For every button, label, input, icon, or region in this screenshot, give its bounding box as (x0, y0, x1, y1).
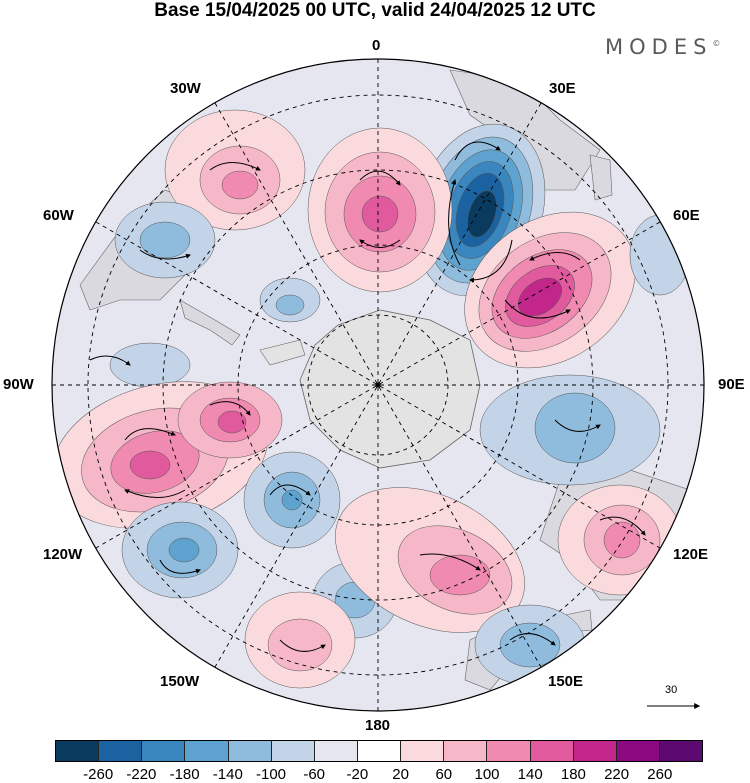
streamline-arrow (454, 141, 501, 161)
streamline-arrow (159, 559, 201, 574)
colorbar-swatch (401, 741, 445, 761)
streamline-arrow (279, 639, 326, 652)
streamline-arrow (359, 170, 401, 186)
lon-label-180: 180 (365, 717, 391, 734)
reference-vector-arrow (647, 703, 701, 709)
lon-label-90w: 90W (3, 376, 34, 393)
lon-label-60e: 60E (673, 207, 700, 224)
colorbar-swatch (444, 741, 488, 761)
streamline-arrow (269, 484, 311, 496)
colorbar-tick-label: 260 (647, 766, 673, 783)
south-america-tip (179, 299, 241, 346)
colorbar-swatch (616, 741, 660, 761)
colorbar-tick-label: 220 (604, 766, 630, 783)
streamline-arrow (419, 553, 481, 571)
colorbar-tick-label: 140 (517, 766, 543, 783)
streamline-arrow (504, 299, 571, 319)
colorbar-tick-label: 100 (474, 766, 500, 783)
streamline-arrow (469, 239, 513, 283)
colorbar-swatch (56, 741, 100, 761)
colorbar-tick-label: 180 (560, 766, 586, 783)
lon-label-90e: 90E (718, 376, 745, 393)
lon-label-120w: 120W (43, 546, 83, 563)
streamline-arrow (124, 428, 176, 441)
colorbar-swatch (357, 741, 402, 761)
lon-label-120e: 120E (673, 546, 709, 563)
reference-vector-label: 30 (665, 684, 678, 696)
lon-label-30e: 30E (549, 80, 576, 97)
lon-label-0: 0 (372, 37, 381, 54)
colorbar-tick-label: 60 (435, 766, 453, 783)
streamline-arrow (359, 239, 401, 248)
graticule (52, 59, 704, 711)
colorbar-swatch (99, 741, 143, 761)
map-title: Base 15/04/2025 00 UTC, valid 24/04/2025… (154, 0, 596, 21)
colorbar-tick-label: -100 (255, 766, 287, 783)
brand-logo: MODES© (605, 35, 720, 59)
colorbar-tick-label: -60 (303, 766, 326, 783)
lon-label-60w: 60W (43, 207, 74, 224)
anomaly-positive-south-atlantic (307, 127, 453, 293)
lon-label-30w: 30W (170, 80, 201, 97)
streamline-arrow (599, 516, 646, 536)
brand-name: MODES (605, 35, 713, 59)
streamline-arrow (209, 162, 261, 171)
colorbar-swatch (314, 741, 358, 761)
streamline-arrow (448, 179, 461, 266)
colorbar-ticks: -260 -220 -180 -140 -100 -60 -20 20 60 100 140 180 2… (55, 766, 703, 783)
colorbar-swatch (142, 741, 186, 761)
streamline-arrow (139, 249, 191, 260)
antarctic-peninsula (259, 339, 306, 366)
streamline-arrow (509, 633, 556, 646)
south-pole-marker (375, 382, 381, 388)
colorbar (55, 740, 703, 762)
colorbar-swatch (573, 741, 617, 761)
colorbar-tick-label: -220 (126, 766, 157, 783)
colorbar-tick-label: -140 (212, 766, 243, 783)
anomaly-negative-drake (109, 201, 321, 388)
lon-label-150w: 150W (160, 673, 200, 690)
colorbar-tick-label: -180 (169, 766, 200, 783)
map-boundary (51, 58, 705, 712)
wind-vectors (89, 141, 646, 652)
copyright-mark: © (712, 39, 721, 48)
colorbar-swatch (228, 741, 272, 761)
colorbar-swatch (659, 741, 703, 761)
colorbar-tick-label: 20 (392, 766, 409, 783)
streamline-arrow (89, 355, 131, 366)
streamline-arrow (529, 252, 581, 261)
colorbar-tick-label: -20 (346, 766, 369, 783)
anomaly-positive-indian (464, 211, 636, 369)
colorbar-tick-label: -260 (83, 766, 114, 783)
streamline-arrow (124, 489, 186, 498)
colorbar-swatch (530, 741, 574, 761)
anomaly-positive-pacific-east (52, 381, 283, 529)
latitude-circle (162, 169, 594, 601)
lon-label-150e: 150E (548, 673, 584, 690)
antarctica-land (299, 309, 481, 469)
streamline-arrow (209, 401, 251, 416)
map-disk (52, 59, 704, 711)
colorbar-swatch (185, 741, 229, 761)
colorbar-swatch (271, 741, 315, 761)
streamline-arrow (554, 419, 601, 432)
anomaly-positive-ross (244, 487, 525, 689)
madagascar-land (589, 154, 613, 201)
anomaly-positive-south-america (164, 109, 306, 231)
colorbar-swatch (487, 741, 531, 761)
